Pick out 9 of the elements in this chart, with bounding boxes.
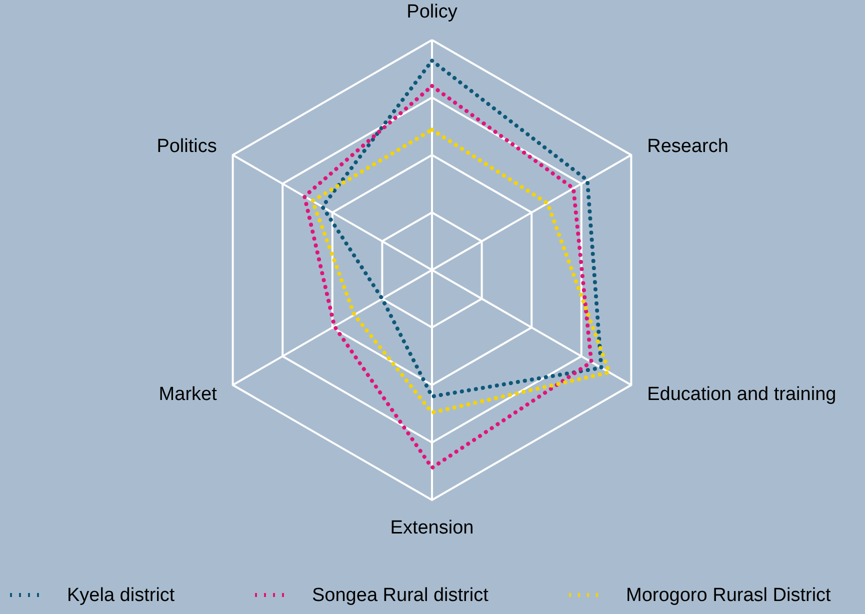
- spoke-label: Research: [647, 136, 728, 157]
- legend-label: Morogoro Rurasl District: [626, 585, 832, 606]
- spoke-label: Market: [158, 384, 218, 406]
- spoke-label: Education and training: [647, 384, 836, 406]
- legend-label: Songea Rural district: [312, 585, 490, 606]
- spoke-label: Policy: [406, 2, 458, 23]
- spoke-label: Politics: [156, 136, 217, 157]
- spoke-label: Extension: [390, 517, 474, 538]
- legend-label: Kyela district: [67, 585, 176, 606]
